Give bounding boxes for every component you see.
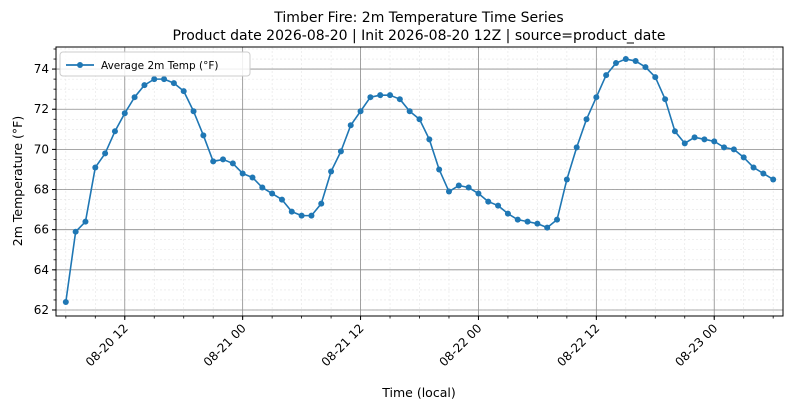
data-point xyxy=(740,154,747,161)
y-tick-label: 68 xyxy=(34,183,49,197)
data-point xyxy=(524,218,531,225)
legend: Average 2m Temp (°F) xyxy=(59,51,251,77)
chart-title: Timber Fire: 2m Temperature Time Series xyxy=(273,10,563,26)
data-point xyxy=(495,202,502,209)
data-point xyxy=(504,210,511,217)
y-axis-label: 2m Temperature (°F) xyxy=(10,116,25,246)
data-point xyxy=(770,176,777,183)
legend-marker-swatch xyxy=(77,62,83,68)
data-point xyxy=(445,188,452,195)
data-point xyxy=(691,134,698,141)
data-point xyxy=(131,94,138,101)
data-point xyxy=(298,212,305,219)
data-point xyxy=(554,216,561,223)
minor-grid xyxy=(56,47,783,316)
y-tick-label: 66 xyxy=(34,223,49,237)
x-tick-label: 08-22 12 xyxy=(554,321,602,369)
data-point xyxy=(514,216,521,223)
x-tick-label: 08-22 00 xyxy=(437,321,485,369)
data-point xyxy=(308,212,315,219)
x-axis: 08-20 12 08-21 00 08-21 12 08-22 00 08-22 12… xyxy=(65,316,774,369)
data-point xyxy=(229,160,236,167)
data-point xyxy=(583,116,590,123)
data-point xyxy=(161,76,168,83)
data-point xyxy=(593,94,600,101)
legend-box xyxy=(59,51,251,77)
data-point xyxy=(603,72,610,79)
data-point xyxy=(72,228,79,235)
data-point xyxy=(278,196,285,203)
data-point xyxy=(151,76,158,83)
data-point xyxy=(544,224,551,231)
data-point xyxy=(387,92,394,99)
data-point xyxy=(436,166,443,173)
data-point xyxy=(475,190,482,197)
data-point xyxy=(721,144,728,151)
data-point xyxy=(377,92,384,99)
data-point xyxy=(367,94,374,101)
data-point xyxy=(701,136,708,143)
data-point xyxy=(485,198,492,205)
data-point xyxy=(573,144,580,151)
data-point xyxy=(416,116,423,123)
series-layer xyxy=(62,56,777,305)
x-tick-label: 08-21 12 xyxy=(319,321,367,369)
data-point xyxy=(92,164,99,171)
data-point xyxy=(190,108,197,115)
y-tick-label: 62 xyxy=(34,303,49,317)
data-point xyxy=(711,138,718,145)
data-point xyxy=(534,220,541,227)
data-point xyxy=(82,218,89,225)
data-point xyxy=(662,96,669,103)
data-point xyxy=(220,156,227,163)
data-point xyxy=(396,96,403,103)
data-point xyxy=(239,170,246,177)
data-point xyxy=(102,150,109,157)
x-axis-label: Time (local) xyxy=(381,385,455,400)
x-tick-label: 08-20 12 xyxy=(83,321,131,369)
data-point xyxy=(455,182,462,189)
data-point xyxy=(632,58,639,65)
x-tick-label: 08-23 00 xyxy=(672,321,720,369)
data-point xyxy=(563,176,570,183)
data-point xyxy=(121,110,128,117)
chart-subtitle: Product date 2026-08-20 | Init 2026-08-2… xyxy=(173,28,666,44)
data-point xyxy=(671,128,678,135)
data-point xyxy=(210,158,217,165)
data-point xyxy=(141,82,148,89)
legend-entry-label: Average 2m Temp (°F) xyxy=(101,60,219,72)
data-point xyxy=(259,184,266,191)
data-point xyxy=(337,148,344,155)
data-point xyxy=(750,164,757,171)
data-point xyxy=(642,64,649,71)
y-tick-label: 70 xyxy=(34,142,49,156)
x-tick-label: 08-21 00 xyxy=(201,321,249,369)
data-point xyxy=(180,88,187,95)
data-point xyxy=(200,132,207,139)
data-point xyxy=(111,128,118,135)
data-point xyxy=(357,108,364,115)
data-point xyxy=(760,170,767,177)
data-point xyxy=(328,168,335,175)
data-point xyxy=(426,136,433,143)
data-point xyxy=(406,108,413,115)
data-point xyxy=(170,80,177,87)
y-axis: 62 64 66 68 70 72 74 xyxy=(34,48,56,317)
data-point xyxy=(347,122,354,129)
data-point xyxy=(269,190,276,197)
data-point xyxy=(318,200,325,207)
data-point xyxy=(681,140,688,147)
data-point xyxy=(62,298,69,305)
y-tick-label: 74 xyxy=(34,62,49,76)
data-point xyxy=(652,74,659,81)
data-point xyxy=(465,184,472,191)
data-point xyxy=(622,56,629,63)
y-tick-label: 72 xyxy=(34,102,49,116)
data-point xyxy=(612,60,619,67)
y-tick-label: 64 xyxy=(34,263,49,277)
data-point xyxy=(730,146,737,153)
data-point xyxy=(249,174,256,181)
data-point xyxy=(288,208,295,215)
